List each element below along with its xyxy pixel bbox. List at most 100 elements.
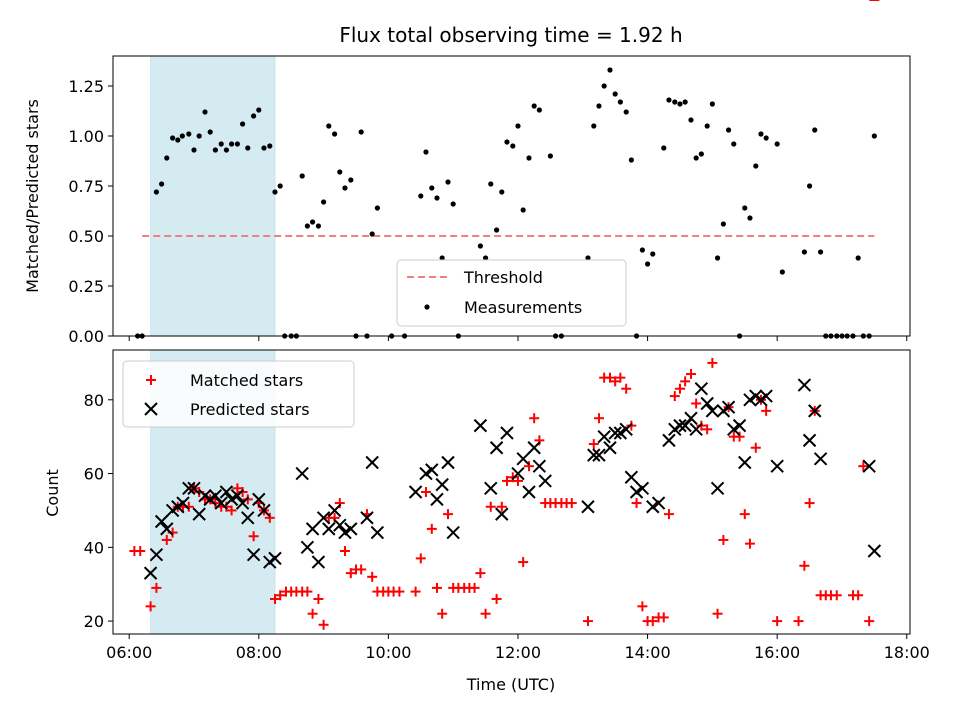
predicted-point	[219, 485, 234, 499]
measurement-point	[170, 135, 176, 141]
measurement-point	[536, 107, 542, 113]
legend-predicted-swatch	[144, 402, 158, 416]
measurement-point	[202, 109, 208, 115]
x-tick-label: 08:00	[236, 643, 282, 662]
predicted-point	[538, 474, 552, 488]
predicted-point	[694, 382, 709, 396]
predicted-point	[673, 418, 687, 433]
measurement-point	[612, 91, 618, 97]
predicted-point	[608, 426, 622, 440]
measurement-point	[591, 123, 597, 129]
measurement-point	[429, 185, 435, 191]
bottom-legend: Matched stars Predicted stars	[122, 360, 355, 428]
measurement-point	[342, 185, 348, 191]
matched-point	[475, 568, 486, 579]
legend-measurements-swatch	[424, 304, 430, 310]
matched-point	[637, 601, 648, 612]
predicted-point	[500, 426, 514, 440]
measurement-point	[531, 103, 537, 109]
measurement-point	[234, 141, 241, 147]
predicted-point	[495, 507, 509, 521]
predicted-point	[770, 459, 784, 473]
matched-point	[702, 424, 713, 435]
matched-point	[437, 608, 448, 619]
measurement-point	[585, 255, 591, 261]
measurement-point	[677, 101, 683, 107]
matched-point	[275, 590, 286, 601]
x-axis-label: Time (UTC)	[466, 675, 555, 694]
matched-point	[501, 475, 512, 486]
predicted-point	[532, 459, 547, 473]
matched-point	[313, 593, 324, 604]
measurement-point	[682, 99, 688, 105]
measurement-point	[477, 243, 483, 249]
measurement-point	[207, 129, 213, 135]
x-tick-label: 18:00	[884, 643, 930, 662]
predicted-point	[435, 477, 449, 492]
measurement-point	[179, 133, 185, 139]
x-tick-label: 14:00	[625, 643, 671, 662]
measurement-point	[650, 251, 656, 257]
measurement-point	[358, 129, 364, 135]
matched-point	[469, 582, 480, 593]
measurement-point	[267, 143, 273, 149]
matched-point	[588, 439, 599, 450]
measurement-point	[164, 155, 170, 161]
bottom-y-tick-label: 60	[84, 465, 104, 484]
predicted-point	[619, 422, 633, 437]
predicted-point	[425, 463, 439, 477]
matched-point	[485, 501, 496, 512]
predicted-point	[603, 441, 617, 455]
matched-point	[680, 376, 691, 387]
measurement-point	[510, 143, 516, 149]
predicted-point	[473, 418, 488, 433]
top-panel: 0.00 0.25 0.50 0.75 1.00 1.25 Matched/Predict…	[23, 55, 911, 346]
predicted-point	[192, 507, 206, 521]
top-x-ticks	[128, 336, 908, 341]
predicted-point	[327, 503, 342, 518]
matched-point	[415, 553, 426, 564]
predicted-point	[646, 500, 660, 514]
measurement-point	[623, 109, 629, 115]
predicted-points	[143, 378, 882, 580]
predicted-point	[862, 459, 876, 473]
matched-point	[410, 586, 421, 597]
measurement-point	[488, 181, 494, 187]
predicted-point	[344, 522, 358, 536]
matched-point	[394, 586, 405, 597]
predicted-point	[235, 496, 250, 510]
top-legend-box	[396, 259, 627, 327]
predicted-point	[160, 522, 174, 536]
matched-point	[663, 509, 674, 520]
matched-point	[631, 498, 642, 509]
measurement-point	[434, 195, 440, 201]
x-tick-label: 12:00	[495, 643, 541, 662]
measurement-point	[520, 207, 526, 213]
predicted-point	[143, 566, 158, 580]
legend-measurements-label: Measurements	[464, 298, 582, 317]
predicted-point	[700, 396, 714, 411]
predicted-point	[295, 466, 309, 481]
measurement-point	[261, 145, 267, 151]
predicted-point	[684, 411, 698, 425]
measurement-point	[186, 131, 192, 137]
measurement-point	[239, 121, 246, 127]
measurement-point	[504, 139, 510, 145]
matched-point	[264, 512, 275, 523]
top-highlight-span	[150, 55, 276, 337]
predicted-point	[419, 466, 433, 481]
matched-point	[512, 475, 523, 486]
predicted-point	[365, 455, 379, 470]
top-y-tick-label: 0.00	[68, 327, 104, 346]
matched-point	[339, 546, 350, 557]
measurement-point	[801, 249, 807, 255]
measurement-point	[693, 155, 699, 161]
measurement-point	[423, 149, 429, 155]
measurement-point	[439, 255, 445, 261]
measurement-point	[245, 145, 251, 151]
predicted-point	[867, 544, 882, 558]
bottom-legend-box	[122, 360, 355, 428]
matched-point	[853, 590, 864, 601]
predicted-point	[635, 481, 650, 496]
